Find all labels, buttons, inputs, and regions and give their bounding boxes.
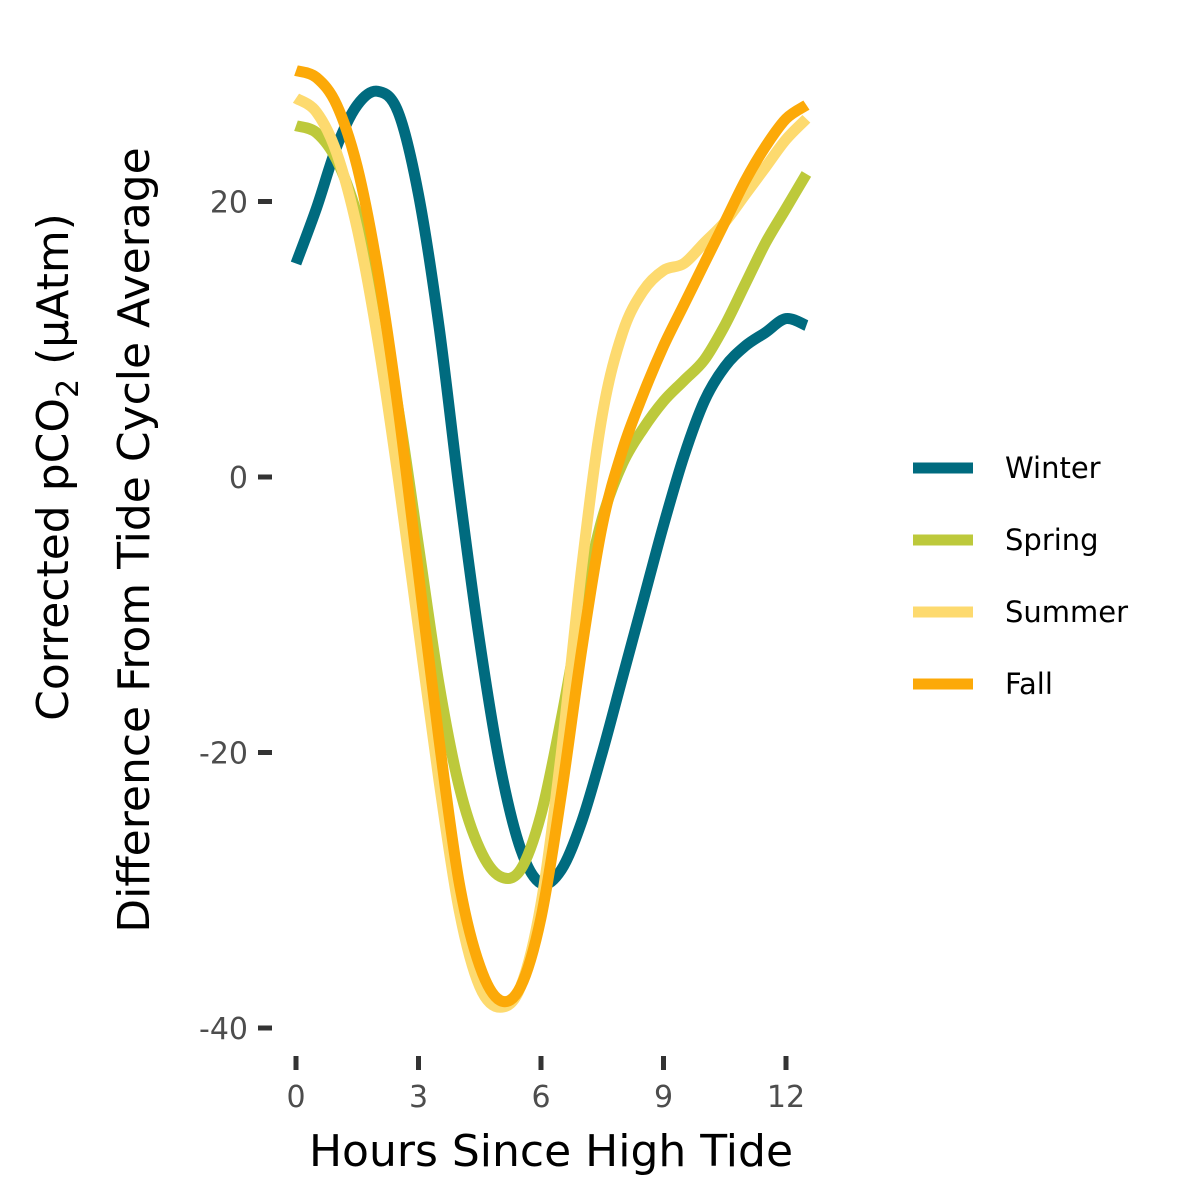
legend-label: Fall xyxy=(1005,667,1053,701)
y-axis-title-subscript: 2 xyxy=(51,379,86,398)
legend-label: Spring xyxy=(1005,523,1099,557)
y-tick-label: -40 xyxy=(199,1012,248,1047)
x-tick-label: 0 xyxy=(286,1080,305,1115)
series-line-winter xyxy=(290,85,809,890)
legend: Winter Spring Summer Fall xyxy=(913,451,1128,701)
y-tick-label: -20 xyxy=(199,737,248,772)
legend-item-summer: Summer xyxy=(913,595,1128,629)
y-axis-title: Corrected pCO2 (μAtm) xyxy=(28,213,86,721)
y-axis-title-main: Corrected pCO xyxy=(28,398,79,721)
legend-label: Summer xyxy=(1005,595,1128,629)
legend-label: Winter xyxy=(1005,451,1101,485)
y-tick-label: 20 xyxy=(210,186,248,221)
y-axis-title-line2: Difference From Tide Cycle Average xyxy=(109,147,160,932)
svg-text:Corrected pCO2 (μAtm): Corrected pCO2 (μAtm) xyxy=(28,213,86,721)
legend-item-fall: Fall xyxy=(913,667,1053,701)
x-tick-label: 3 xyxy=(409,1080,428,1115)
y-tick-label: 0 xyxy=(229,461,248,496)
x-tick-label: 12 xyxy=(767,1080,805,1115)
x-tick-label: 6 xyxy=(531,1080,550,1115)
y-axis-title-unit: (μAtm) xyxy=(28,213,79,379)
x-tick-label: 9 xyxy=(654,1080,673,1115)
plot-lines xyxy=(290,65,812,1013)
series-line-fall xyxy=(294,65,810,1008)
x-axis-title: Hours Since High Tide xyxy=(309,1126,793,1177)
axes: 0 3 6 9 12 20 0 -20 -40 xyxy=(199,186,805,1116)
legend-item-spring: Spring xyxy=(913,523,1099,557)
legend-item-winter: Winter xyxy=(913,451,1101,485)
